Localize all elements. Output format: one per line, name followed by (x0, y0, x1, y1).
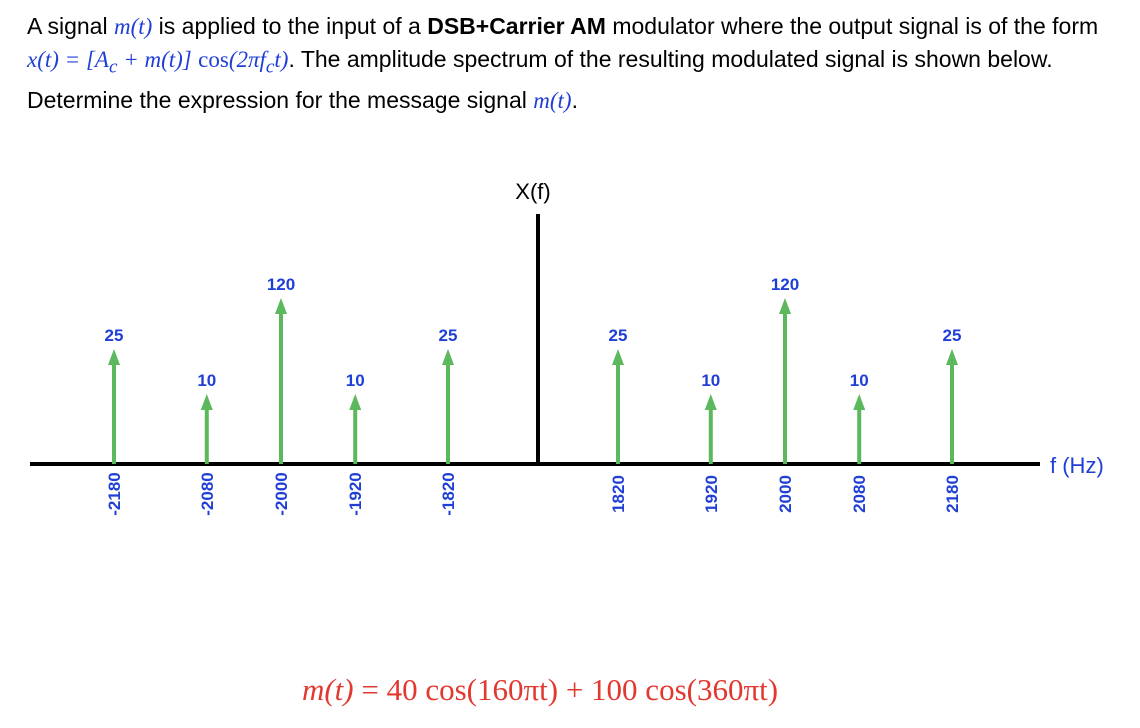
amplitude-label-1820: 25 (609, 326, 628, 345)
arrow-head-2080 (853, 394, 866, 410)
amplitude-label-2180: 25 (943, 326, 962, 345)
amplitude-label--1820: 25 (439, 326, 458, 345)
problem-text-intro: A signal (27, 13, 108, 39)
arrow-head--2080 (200, 394, 213, 410)
arrow-head--1920 (349, 394, 362, 410)
frequency-label--2000: -2000 (272, 472, 291, 515)
amplitude-label--2000: 120 (267, 275, 295, 294)
arrow-head-1920 (704, 394, 717, 410)
answer-lhs: m(t) (301, 672, 354, 707)
form-lhs: x(t) = [A (27, 47, 109, 72)
frequency-label-2000: 2000 (776, 475, 795, 513)
arrow-head-1820 (612, 349, 624, 365)
arrow-head--2000 (275, 298, 287, 314)
amplitude-label--2180: 25 (105, 326, 124, 345)
message-symbol-end: m(t) (533, 87, 572, 113)
amplitude-label--2080: 10 (197, 371, 216, 390)
y-axis-label: X(f) (515, 179, 550, 204)
modulator-type: DSB+Carrier AM (427, 13, 606, 39)
frequency-label--1820: -1820 (439, 472, 458, 515)
form-arg-sub: c (265, 56, 275, 78)
output-form-expression: x(t) = [Ac + m(t)] (27, 47, 192, 78)
form-arg: (2πf (228, 47, 266, 72)
frequency-label-1920: 1920 (702, 475, 721, 513)
frequency-label-2080: 2080 (850, 475, 869, 513)
amplitude-label-2080: 10 (850, 371, 869, 390)
answer-rhs: = 40 cos(160πt) + 100 cos(360πt) (353, 672, 779, 707)
amplitude-label-1920: 10 (701, 371, 720, 390)
problem-text-1: is applied to the input of a (158, 13, 421, 39)
problem-statement: A signal m(t) is applied to the input of… (27, 10, 1117, 117)
frequency-label--1920: -1920 (346, 472, 365, 515)
arrow-head--2180 (108, 349, 120, 365)
form-arg-end: t) (274, 47, 289, 72)
frequency-label--2180: -2180 (105, 472, 124, 515)
problem-text-2: modulator where the output signal is of … (612, 13, 1099, 39)
frequency-label-1820: 1820 (609, 475, 628, 513)
spectral-lines: 25 -2180 10 -2080 120 -2000 10 -1920 25 -1820 25 18… (105, 275, 962, 516)
amplitude-label--1920: 10 (346, 371, 365, 390)
x-axis-label: f (Hz) (1050, 453, 1104, 478)
arrow-head--1820 (442, 349, 454, 365)
frequency-label-2180: 2180 (943, 475, 962, 513)
frequency-label--2080: -2080 (198, 472, 217, 515)
amplitude-label-2000: 120 (771, 275, 799, 294)
message-symbol: m(t) (113, 14, 153, 39)
problem-text-end: . (571, 86, 578, 113)
form-mid: + m(t)] (123, 47, 192, 72)
answer-expression: m(t) = 40 cos(160πt) + 100 cos(360πt) (0, 672, 1080, 708)
arrow-head-2180 (946, 349, 958, 365)
problem-text-3: . The amplitude spectrum of the resultin… (27, 46, 1053, 113)
arrow-head-2000 (779, 298, 791, 314)
form-sub: c (108, 56, 118, 78)
form-cos: cos (198, 47, 229, 72)
